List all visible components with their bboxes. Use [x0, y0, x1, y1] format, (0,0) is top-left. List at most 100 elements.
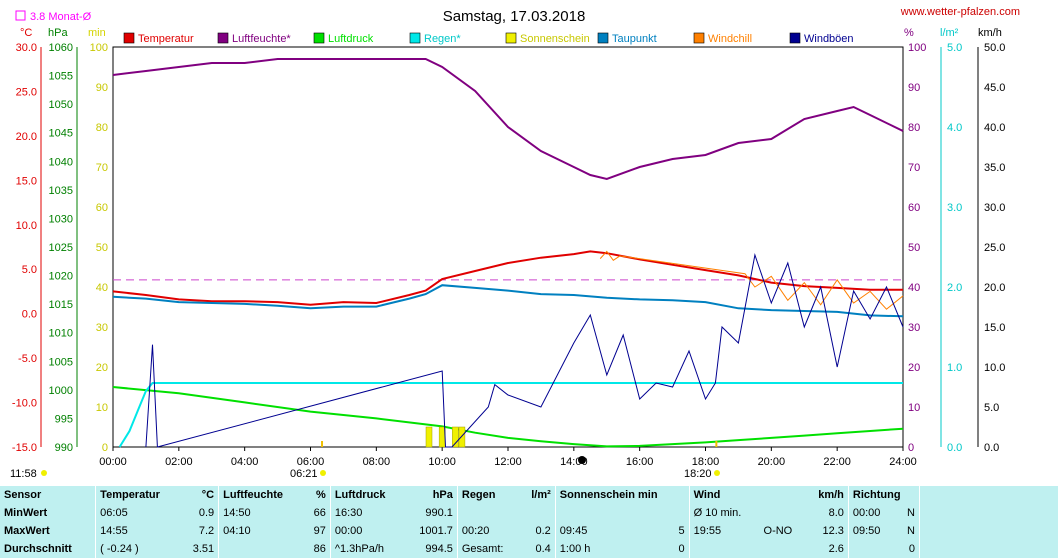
stats-rain-val: 0.4 [535, 543, 551, 555]
stats-temp-time: 06:05 [95, 504, 182, 522]
stats-temp-val: 0.9 [198, 507, 215, 519]
time-tick-label: 12:00 [494, 456, 522, 468]
stats-h-temp-unit: °C [201, 489, 215, 501]
legend-label: Sonnenschein [520, 33, 590, 45]
series-line-luftdruck [112, 386, 904, 448]
stats-temp-val: 3.51 [192, 543, 215, 555]
series-line-luftfeuchte [112, 58, 904, 181]
stats-sun-time: 1:00 h [554, 540, 653, 558]
pressure-tick-label: 990 [55, 442, 73, 454]
percent-tick-label: 0 [908, 442, 914, 454]
minutes-unit-label: min [88, 27, 106, 39]
stats-sun-val: 5 [678, 525, 685, 537]
stats-rain-time [456, 504, 521, 522]
rain-tick-label: 1.0 [947, 362, 962, 374]
stats-hum-val: 66 [313, 507, 326, 519]
legend-item: Temperatur [123, 32, 194, 45]
pressure-tick-label: 995 [55, 413, 73, 425]
stats-press-val: 994.5 [425, 543, 453, 555]
minutes-tick-label: 60 [96, 202, 108, 214]
legend-item: Luftfeuchte* [217, 32, 291, 45]
minutes-tick-label: 10 [96, 402, 108, 414]
percent-tick-label: 70 [908, 162, 920, 174]
legend-item: Sonnenschein [505, 32, 590, 45]
percent-tick-label: 40 [908, 282, 920, 294]
stats-press-val: 1001.7 [419, 525, 453, 537]
stats-row-max: MaxWert 14:55 7.2 04:10 97 00:00 1001.7 … [0, 522, 1058, 540]
wind-tick-label: 50.0 [984, 42, 1005, 54]
sunrise-time: 06:21 [290, 468, 318, 480]
wind-tick-label: 15.0 [984, 322, 1005, 334]
series-line-windchill [599, 250, 904, 310]
stats-h-press-unit: hPa [432, 489, 453, 501]
percent-tick-label: 60 [908, 202, 920, 214]
stats-press-time: 16:30 [329, 504, 405, 522]
sunset-icon [714, 470, 720, 476]
stats-wind-val: 12.3 [822, 525, 844, 537]
wind-tick-label: 35.0 [984, 162, 1005, 174]
time-tick-label: 04:00 [231, 456, 259, 468]
weather-chart: Samstag, 17.03.2018 www.wetter-pfalzen.c… [10, 6, 1020, 480]
stats-h-wind: Wind [688, 486, 806, 504]
sunshine-bar [425, 426, 433, 448]
moonset-time: 11:58 [10, 468, 37, 480]
legend-label: Luftfeuchte* [232, 33, 291, 45]
stats-row-avg: Durchschnitt ( -0.24 ) 3.51 86 ^1.3hPa/h… [0, 540, 1058, 558]
percent-unit-label: % [904, 27, 914, 39]
series-line-temperatur [112, 250, 903, 306]
stats-blank [919, 504, 1058, 522]
legend-label: Regen* [424, 33, 461, 45]
stats-blank [919, 486, 1058, 504]
legend-label: Temperatur [138, 33, 194, 45]
legend-swatch [217, 32, 229, 44]
time-tick-label: 24:00 [889, 456, 917, 468]
pressure-tick-label: 1050 [49, 99, 73, 111]
stats-sun-val: 0 [678, 543, 685, 555]
axis-ticks: 30.0 25.0 20.0 15.0 10.0 5.0 0.0 -5.0 -10.0 -15.0… [12, 42, 1006, 468]
sunrise-icon [320, 470, 326, 476]
stats-wind-extra [760, 540, 806, 558]
legend-swatch [409, 32, 421, 44]
legend-item: Regen* [409, 32, 461, 45]
time-tick-label: 16:00 [626, 456, 654, 468]
stats-temp-val: 7.2 [198, 525, 215, 537]
minutes-tick-label: 0 [102, 442, 108, 454]
time-tick-label: 22:00 [823, 456, 851, 468]
stats-row-min: MinWert 06:05 0.9 14:50 66 16:30 990.1 Ø… [0, 504, 1058, 522]
stats-press-time: ^1.3hPa/h [329, 540, 405, 558]
stats-hum-time [218, 540, 305, 558]
legend: Temperatur Luftfeuchte* Luftdruck Regen* Son… [123, 32, 854, 45]
stats-h-press: Luftdruck [329, 486, 405, 504]
stats-wind-extra: O-NO [763, 525, 793, 537]
stats-h-sensor: Sensor [4, 489, 42, 501]
new-moon-icon [578, 456, 586, 464]
legend-item: Windchill [693, 32, 752, 45]
stats-dir-time: 00:00 [847, 504, 898, 522]
temp-tick-label: -5.0 [18, 353, 37, 365]
temp-tick-label: 30.0 [16, 42, 37, 54]
wind-tick-label: 30.0 [984, 202, 1005, 214]
temp-tick-label: 10.0 [16, 220, 37, 232]
stats-h-hum-unit: % [316, 489, 326, 501]
stats-header-row: Sensor Temperatur °C Luftfeuchte % Luftd… [0, 486, 1058, 504]
stats-h-rain-unit: l/m² [531, 489, 551, 501]
stats-h-temp: Temperatur [95, 486, 182, 504]
stats-h-hum: Luftfeuchte [218, 486, 305, 504]
stats-hum-val: 97 [313, 525, 326, 537]
stats-wind-val: 8.0 [828, 507, 844, 519]
temp-tick-label: 20.0 [16, 131, 37, 143]
pressure-tick-label: 1000 [49, 385, 73, 397]
rain-tick-label: 2.0 [947, 282, 962, 294]
stats-rain-val [520, 504, 555, 522]
legend-label: Windchill [708, 33, 752, 45]
rain-tick-label: 4.0 [947, 122, 962, 134]
time-tick-label: 06:00 [297, 456, 325, 468]
legend-swatch [597, 32, 609, 44]
rain-tick-label: 0.0 [947, 442, 962, 454]
stats-temp-time: ( -0.24 ) [95, 540, 182, 558]
minutes-tick-label: 40 [96, 282, 108, 294]
plot-frame [112, 46, 904, 448]
website-label: www.wetter-pfalzen.com [900, 6, 1020, 18]
pressure-tick-label: 1035 [49, 185, 73, 197]
percent-tick-label: 100 [908, 42, 926, 54]
